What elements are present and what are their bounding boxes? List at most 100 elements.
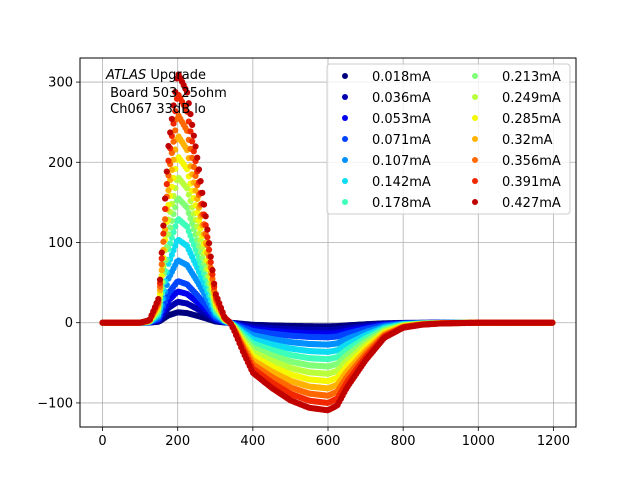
- data-point: [209, 267, 216, 274]
- legend-marker: [342, 199, 348, 205]
- legend-item: 0.249mA: [472, 91, 561, 106]
- legend-marker: [342, 136, 348, 142]
- data-point: [183, 89, 191, 96]
- atlas-annotation-line3: Ch067 33dB lo: [106, 102, 206, 117]
- y-tick-label: 200: [48, 156, 73, 171]
- data-point: [187, 215, 194, 222]
- data-point: [199, 189, 206, 196]
- data-point: [172, 88, 179, 96]
- legend-marker: [472, 178, 478, 184]
- data-point: [185, 100, 192, 107]
- legend-item: 0.036mA: [342, 91, 431, 106]
- x-tick-label: 800: [391, 434, 416, 449]
- data-point: [190, 132, 197, 139]
- data-point: [170, 156, 177, 163]
- data-point: [170, 229, 177, 236]
- data-point: [190, 163, 197, 170]
- data-point: [209, 275, 216, 283]
- legend-label: 0.213mA: [502, 70, 561, 85]
- legend: 0.018mA 0.036mA 0.053mA 0.071mA 0.107mA 0.142…: [326, 63, 571, 215]
- data-point: [158, 249, 165, 256]
- data-point: [190, 148, 197, 155]
- data-point: [183, 185, 191, 192]
- data-point: [162, 195, 169, 202]
- data-point: [185, 209, 192, 217]
- data-point: [170, 102, 177, 109]
- data-point: [189, 138, 196, 145]
- legend-item: 0.32mA: [472, 133, 553, 148]
- data-point: [183, 204, 191, 211]
- data-point: [170, 138, 177, 145]
- data-point: [167, 224, 174, 231]
- legend-marker: [472, 199, 478, 205]
- legend-label: 0.285mA: [502, 112, 561, 127]
- legend-marker: [342, 157, 348, 163]
- data-point: [172, 108, 179, 115]
- data-point: [197, 178, 204, 185]
- legend-label: 0.32mA: [502, 133, 553, 148]
- y-tick-label: 0: [65, 316, 73, 331]
- data-point: [163, 181, 170, 188]
- legend-item: 0.071mA: [342, 133, 431, 148]
- legend-marker: [472, 136, 478, 142]
- legend-marker: [472, 73, 478, 79]
- legend-label: 0.018mA: [372, 70, 431, 85]
- legend-marker: [472, 94, 478, 100]
- legend-label: 0.391mA: [502, 175, 561, 190]
- data-point: [204, 234, 211, 241]
- data-point: [192, 187, 199, 194]
- series-0.427mA: [99, 71, 556, 414]
- data-point: [194, 154, 201, 161]
- data-point: [200, 201, 208, 208]
- legend-item: 0.356mA: [472, 154, 561, 169]
- data-point: [172, 127, 179, 134]
- data-point: [163, 168, 170, 175]
- legend-label: 0.356mA: [502, 154, 561, 169]
- data-point: [192, 143, 199, 150]
- data-point: [155, 295, 162, 303]
- data-point: [165, 187, 172, 194]
- data-point: [168, 115, 175, 123]
- data-point: [160, 230, 167, 237]
- legend-label: 0.142mA: [372, 175, 431, 190]
- legend-item: 0.178mA: [342, 196, 431, 211]
- y-tick-label: 300: [48, 76, 73, 91]
- data-point: [211, 280, 218, 287]
- data-point: [162, 216, 169, 223]
- legend-marker: [342, 73, 348, 79]
- atlas-label: ATLAS: [105, 68, 146, 83]
- data-point: [187, 110, 194, 118]
- legend-label: 0.178mA: [372, 196, 431, 211]
- legend-label: 0.249mA: [502, 91, 561, 106]
- axis-ticks: 0 200 400 600 800 1000 1200 −100 0 100 200 300: [37, 76, 570, 449]
- plot-data: [99, 71, 556, 414]
- data-point: [162, 205, 169, 213]
- data-point: [204, 226, 211, 233]
- data-point: [168, 166, 175, 174]
- y-tick-label: −100: [37, 396, 73, 411]
- data-point: [187, 128, 194, 135]
- data-point: [167, 129, 174, 136]
- data-point: [549, 319, 556, 326]
- data-point: [158, 261, 165, 268]
- data-point: [209, 271, 216, 278]
- upgrade-label: Upgrade: [146, 68, 206, 83]
- data-point: [205, 240, 213, 247]
- data-point: [160, 238, 167, 245]
- legend-item: 0.053mA: [342, 112, 431, 127]
- legend-item: 0.142mA: [342, 175, 431, 190]
- legend-label: 0.036mA: [372, 91, 431, 106]
- legend-marker: [342, 115, 348, 121]
- legend-items: 0.018mA 0.036mA 0.053mA 0.071mA 0.107mA 0.142…: [342, 70, 561, 211]
- legend-label: 0.427mA: [502, 196, 561, 211]
- data-point: [158, 267, 165, 274]
- legend-item: 0.391mA: [472, 175, 561, 190]
- x-tick-label: 1000: [462, 434, 495, 449]
- data-point: [189, 121, 196, 128]
- x-tick-label: 400: [240, 434, 265, 449]
- legend-item: 0.018mA: [342, 70, 431, 85]
- data-point: [207, 259, 214, 266]
- atlas-annotation-line1: ATLAS Upgrade: [105, 68, 206, 83]
- legend-label: 0.053mA: [372, 112, 431, 127]
